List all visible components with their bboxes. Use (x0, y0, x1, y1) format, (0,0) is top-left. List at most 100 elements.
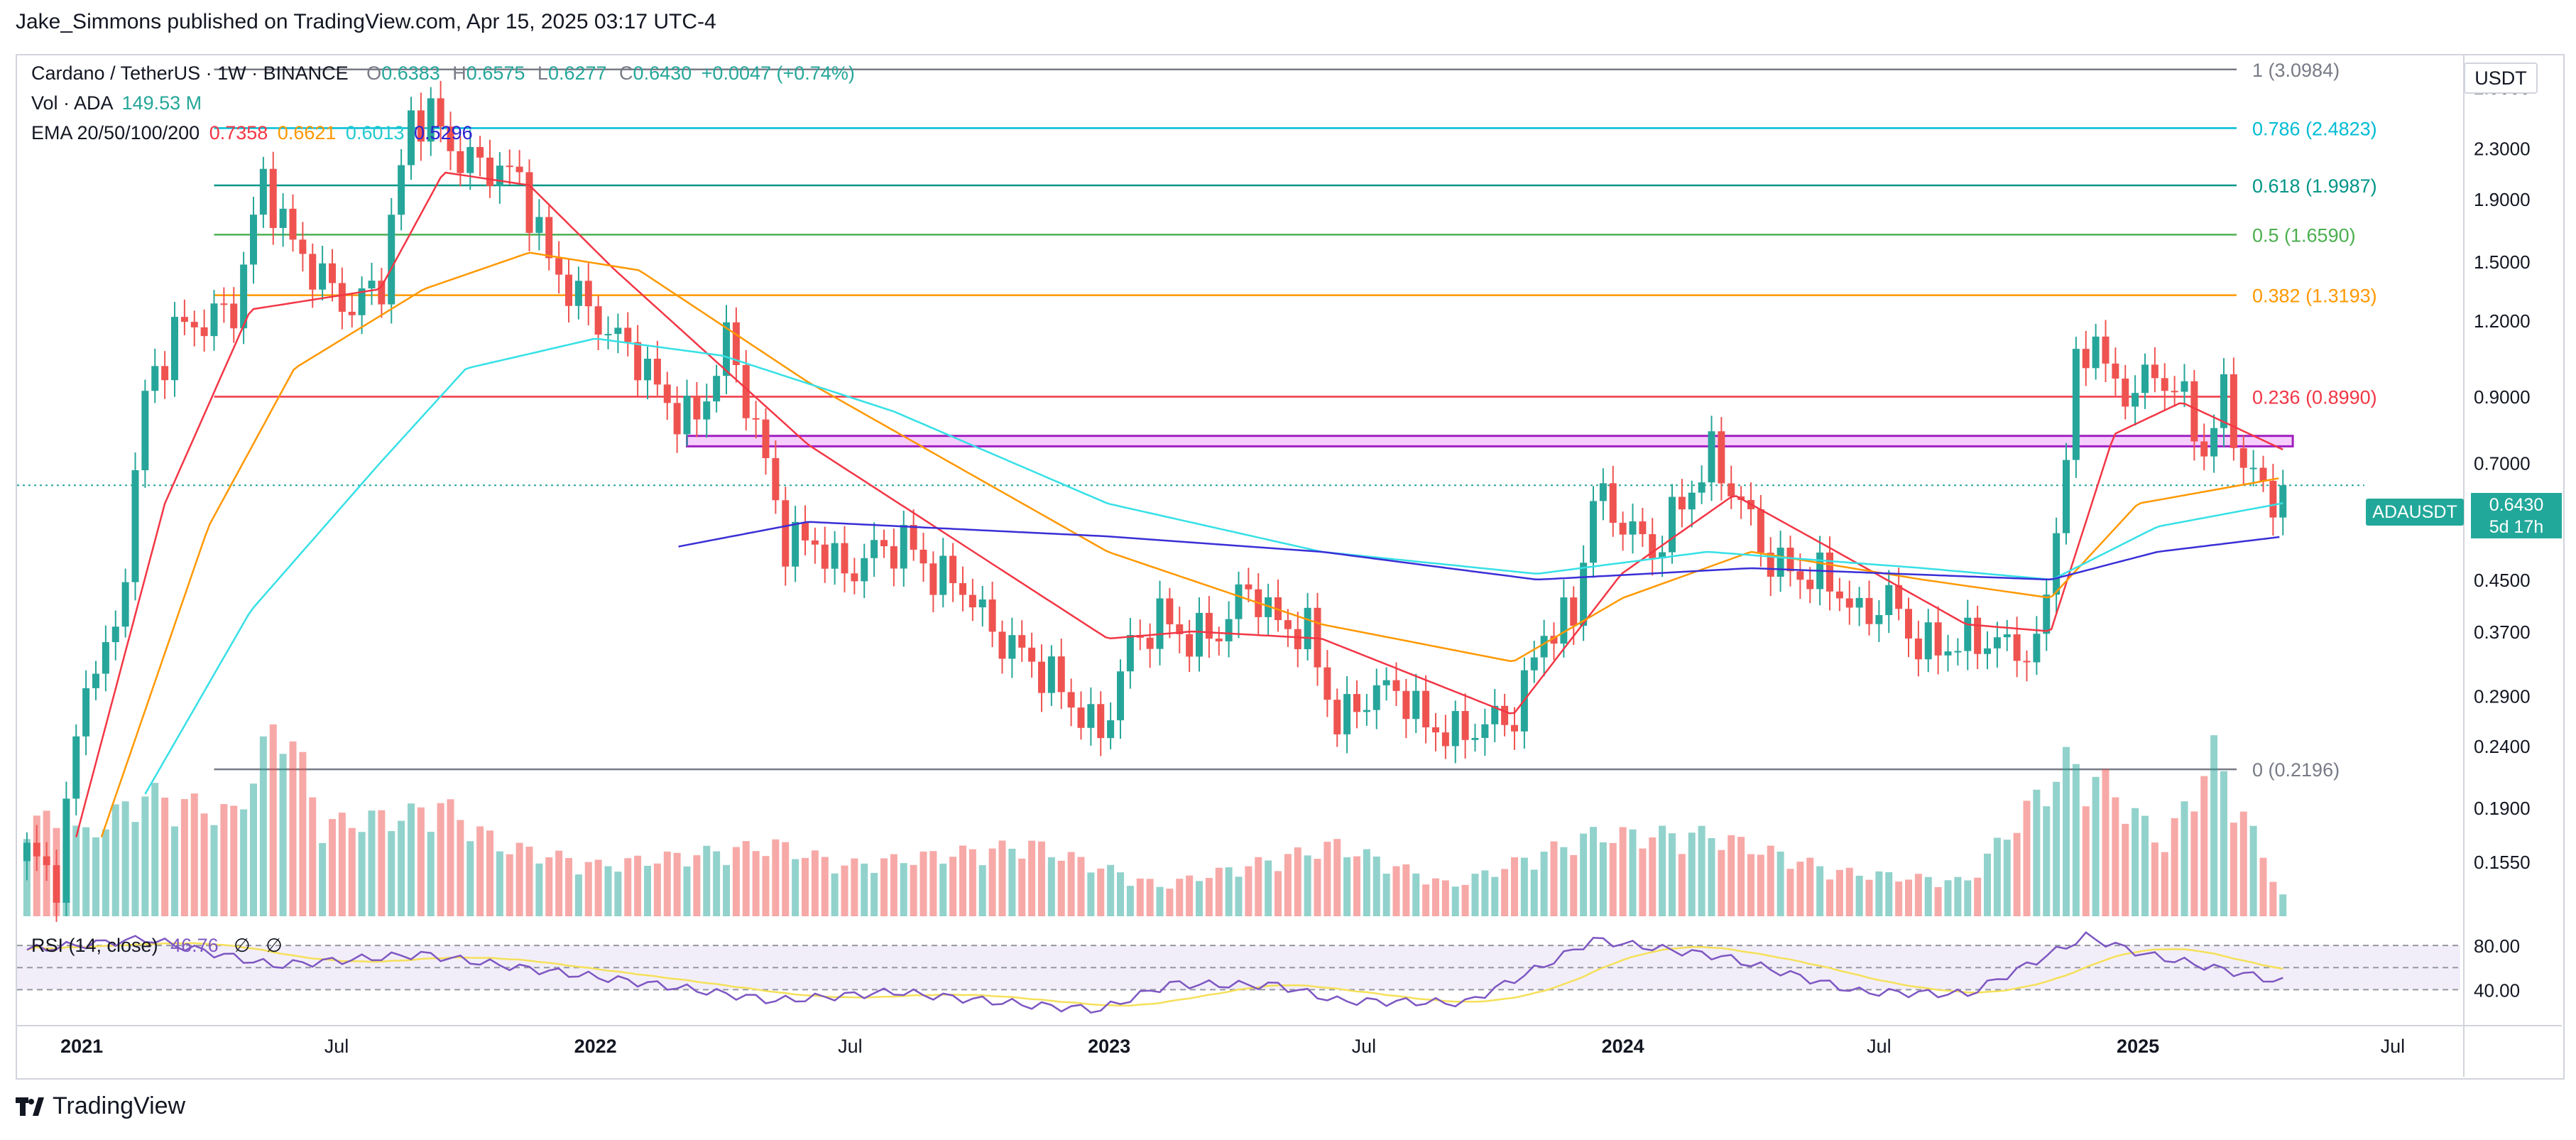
candle-body (141, 391, 149, 471)
ema50-line (100, 251, 2279, 837)
volume-bar (2279, 894, 2287, 916)
candle-body (1855, 597, 1863, 608)
volume-bar (2033, 789, 2041, 916)
volume-bar (1392, 866, 1400, 916)
candle-body (604, 334, 612, 336)
rsi-ma-line (26, 942, 2283, 1007)
candle-body (939, 555, 947, 595)
candle-body (1659, 552, 1666, 559)
volume-bar (1284, 854, 1292, 916)
candle-body (2161, 378, 2168, 391)
price-axis-unit-button[interactable]: USDT (2464, 63, 2538, 94)
candle-body (1698, 482, 1705, 493)
candle-body (466, 146, 474, 173)
candle-body (1245, 584, 1252, 590)
ema-label[interactable]: EMA 20/50/100/200 (31, 122, 200, 143)
volume-bar (998, 840, 1006, 916)
candle-body (1688, 492, 1696, 510)
ema50-value: 0.6621 (277, 122, 337, 143)
candle-body (1225, 619, 1233, 641)
volume-bar (1353, 856, 1360, 916)
volume-bar (2230, 823, 2237, 916)
candle-body (1954, 651, 1962, 653)
candle-body (2082, 349, 2090, 369)
candle-body (2181, 381, 2188, 392)
candle-body (210, 303, 218, 337)
candle-body (2230, 374, 2237, 448)
candle-body (289, 208, 297, 240)
volume-bar (1097, 868, 1105, 916)
ema20-line (75, 171, 2283, 837)
volume-bar (457, 820, 464, 916)
candle-body (1501, 705, 1509, 725)
fib-level-label: 1 (3.0984) (2252, 60, 2340, 81)
volume-bar (2013, 832, 2021, 916)
candle-body (259, 168, 267, 215)
candle-body (358, 288, 366, 315)
candle-body (594, 306, 602, 335)
volume-bar (417, 807, 425, 916)
candle-body (1363, 710, 1370, 712)
rsi-value: 46.76 (170, 935, 219, 956)
candle-body (1728, 483, 1735, 496)
candle-body (1767, 553, 1774, 577)
volume-bar (1914, 874, 1922, 916)
candle-body (506, 165, 513, 168)
candle-body (1057, 656, 1065, 693)
volume-bar (1255, 857, 1262, 916)
candle-body (368, 281, 376, 289)
candle-body (1619, 523, 1627, 535)
rsi-tick-label: 80.00 (2474, 935, 2520, 957)
volume-bar (1481, 870, 1489, 916)
candle-body (1914, 638, 1922, 660)
current-symbol-label: ADAUSDT (2366, 499, 2464, 526)
volume-bar (713, 851, 721, 916)
volume-bar (486, 830, 493, 916)
candle-body (1146, 637, 1154, 649)
volume-bar (1136, 878, 1144, 916)
candle-body (663, 384, 671, 403)
volume-bar (141, 796, 149, 916)
volume-bar (2269, 881, 2277, 916)
volume-bar (831, 873, 839, 916)
candle-body (1649, 534, 1657, 559)
candle-body (545, 217, 553, 259)
candle-body (180, 317, 188, 322)
candle-body (338, 283, 346, 312)
volume-bar (1737, 837, 1745, 916)
candle-body (437, 98, 444, 127)
candle-body (565, 274, 572, 306)
volume-bar (1441, 880, 1449, 916)
volume-bar (1047, 857, 1055, 916)
volume-bar (1265, 860, 1272, 916)
time-tick-label: Jul (838, 1036, 863, 1057)
candle-body (1550, 636, 1558, 644)
tradingview-logo-icon (16, 1097, 44, 1116)
volume-bar (1215, 867, 1223, 916)
volume-bar (1126, 886, 1134, 916)
price-tick-label: 1.5000 (2474, 251, 2531, 273)
volume-bar (939, 863, 947, 916)
candle-body (1126, 635, 1134, 672)
candle-body (584, 281, 592, 307)
candle-body (1235, 584, 1243, 619)
volume-bar (1875, 871, 1883, 916)
volume-bar (949, 857, 957, 916)
volume-bar (1550, 841, 1558, 916)
candle-body (1786, 548, 1794, 572)
candle-body (1511, 724, 1518, 732)
volume-bar (2023, 800, 2031, 916)
candle-body (988, 599, 996, 632)
footer-brand[interactable]: TradingView (16, 1092, 185, 1120)
volume-bar (683, 866, 691, 916)
open-value: 0.6383 (381, 63, 440, 84)
volume-label[interactable]: Vol · ADA (31, 92, 113, 114)
volume-bar (2181, 801, 2188, 916)
volume-bar (1974, 877, 1982, 916)
candle-body (713, 376, 721, 402)
volume-bar (988, 848, 996, 916)
time-tick-label: 2025 (2117, 1036, 2159, 1057)
symbol-title[interactable]: Cardano / TetherUS · 1W · BINANCE (31, 63, 349, 84)
rsi-label[interactable]: RSI (14, close) (31, 935, 158, 956)
